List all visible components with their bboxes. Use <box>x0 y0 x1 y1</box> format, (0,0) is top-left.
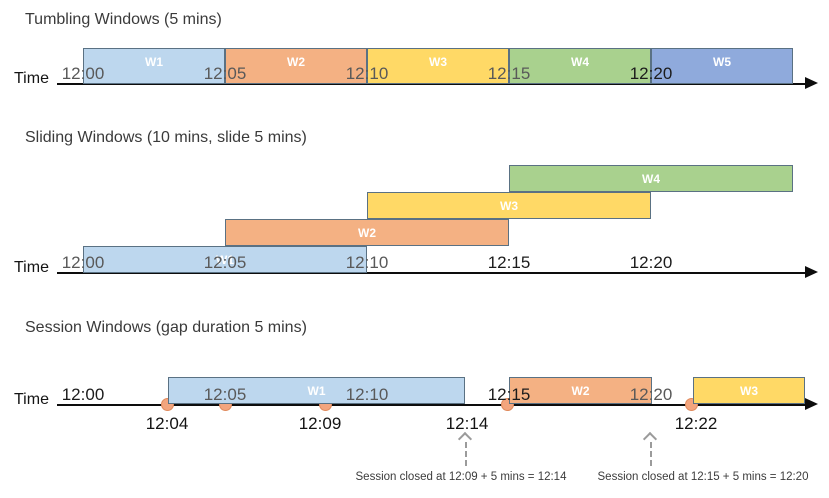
axis-tick-label: 12:05 <box>203 385 247 404</box>
axis-arrowhead-icon <box>805 266 818 278</box>
window-label: W1 <box>216 252 234 267</box>
up-arrow-dash <box>650 442 652 466</box>
time-axis-caption-session: Time <box>14 391 49 408</box>
axis-tick-label: 12:20 <box>629 64 673 83</box>
window-label: W1 <box>307 383 326 398</box>
window-box-session-w1: W1 <box>168 377 465 404</box>
annotation-text: Session closed at 12:09 + 5 mins = 12:14 <box>355 471 567 483</box>
axis-tick-label: 12:20 <box>629 253 673 272</box>
window-box-sliding-w1: W1 <box>83 246 367 273</box>
time-axis-line <box>57 272 806 274</box>
section-title-session: Session Windows (gap duration 5 mins) <box>25 319 307 336</box>
section-title-tumbling: Tumbling Windows (5 mins) <box>25 11 222 28</box>
window-box-tumbling-w3: W3 <box>367 48 509 84</box>
time-axis-line <box>57 404 806 406</box>
axis-tick-label: 12:20 <box>629 385 673 404</box>
axis-tick-label: 12:05 <box>203 64 247 83</box>
axis-tick-label: 12:15 <box>487 253 531 272</box>
axis-tick-label: 12:10 <box>345 385 389 404</box>
axis-arrowhead-icon <box>805 77 818 89</box>
annotation-text: Session closed at 12:15 + 5 mins = 12:20 <box>597 471 809 483</box>
window-box-session-w2: W2 <box>509 377 652 404</box>
axis-tick-label: 12:00 <box>61 64 105 83</box>
section-title-sliding: Sliding Windows (10 mins, slide 5 mins) <box>25 129 307 146</box>
axis-tick-label: 12:05 <box>203 253 247 272</box>
axis-tick-label: 12:10 <box>345 253 389 272</box>
window-box-tumbling-w4: W4 <box>509 48 651 84</box>
axis-tick-label: 12:00 <box>61 385 105 404</box>
axis-tick-label: 12:15 <box>487 64 531 83</box>
window-label: W4 <box>571 55 589 69</box>
event-time-label: 12:22 <box>674 414 718 433</box>
window-label: W3 <box>500 198 518 213</box>
event-time-label: 12:04 <box>145 414 189 433</box>
time-axis-caption-tumbling: Time <box>14 70 49 87</box>
axis-arrowhead-icon <box>805 398 818 410</box>
window-box-session-w3: W3 <box>693 377 805 404</box>
event-time-label: 12:14 <box>445 414 489 433</box>
axis-tick-label: 12:15 <box>487 385 531 404</box>
window-box-tumbling-w2: W2 <box>225 48 367 84</box>
time-axis-line <box>57 83 806 85</box>
window-label: W3 <box>740 383 758 398</box>
window-label: W2 <box>571 383 590 398</box>
window-box-sliding-w2: W2 <box>225 219 509 246</box>
axis-tick-label: 12:00 <box>61 253 105 272</box>
axis-tick-label: 12:10 <box>345 64 389 83</box>
window-label: W1 <box>145 55 163 69</box>
window-box-sliding-w3: W3 <box>367 192 651 219</box>
event-time-label: 12:09 <box>298 414 342 433</box>
window-box-tumbling-w1: W1 <box>83 48 225 84</box>
time-axis-caption-sliding: Time <box>14 259 49 276</box>
window-box-sliding-w4: W4 <box>509 165 793 192</box>
window-label: W2 <box>287 55 305 69</box>
window-label: W5 <box>713 55 731 69</box>
up-arrow-dash <box>465 442 467 466</box>
window-label: W4 <box>642 171 660 186</box>
window-box-tumbling-w5: W5 <box>651 48 793 84</box>
window-label: W2 <box>358 225 376 240</box>
window-label: W3 <box>429 55 447 69</box>
